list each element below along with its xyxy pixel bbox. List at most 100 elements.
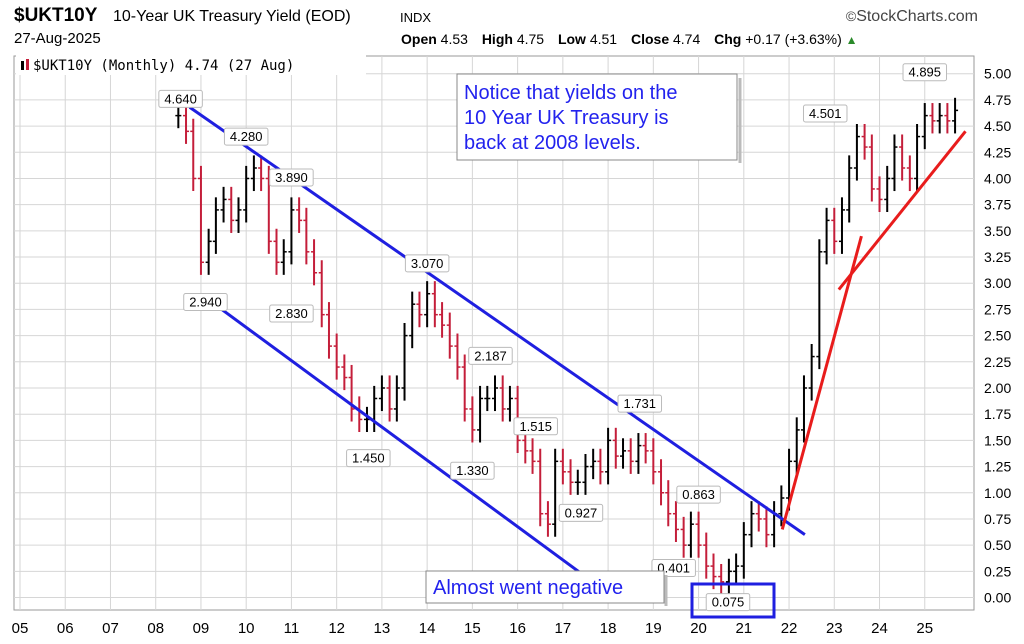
high-value: 4.75 [516,31,545,47]
brand-text: StockCharts.com [856,8,978,25]
y-tick-label: 3.50 [984,223,1011,239]
x-tick-label: 09 [193,620,210,637]
copyright-icon: © [845,8,857,24]
data-label: 2.187 [468,346,513,365]
data-label-box [183,293,228,312]
data-label-box [676,485,721,504]
data-label-text: 4.640 [164,91,197,106]
y-tick-label: 5.00 [984,66,1011,82]
chart-header: $UKT10Y 10-Year UK Treasury Yield (EOD) … [0,0,1024,56]
y-tick-label: 4.25 [984,144,1011,160]
y-tick-label: 2.00 [984,380,1011,396]
data-label-text: 1.731 [623,396,656,411]
x-tick-label: 14 [419,620,436,637]
data-label-box [902,63,948,82]
data-label-text: 1.515 [519,419,552,434]
y-tick-label: 1.00 [984,485,1011,501]
x-tick-label: 05 [12,620,29,637]
ohlc-readout: Open 4.53 High 4.75 Low 4.51 Close 4.74 … [401,31,858,47]
data-label-box [269,304,314,323]
chg-label: Chg [714,31,742,47]
data-label: 2.830 [269,304,314,323]
x-tick-label: 12 [328,620,345,637]
open-value: 4.53 [440,31,468,47]
data-label: 2.940 [183,293,228,312]
date-label: 27-Aug-2025 [14,30,101,47]
data-label-box [404,254,450,273]
data-label: 0.401 [651,559,696,578]
brand-label[interactable]: ©StockCharts.com [846,8,978,26]
data-label-text: 0.075 [712,595,745,610]
data-label-box [450,461,495,480]
annotation-text: back at 2008 levels. [464,132,641,154]
x-tick-label: 13 [374,620,391,637]
x-tick-label: 15 [464,620,481,637]
trend-line [837,130,967,291]
y-tick-label: 2.25 [984,354,1011,370]
x-tick-label: 07 [102,620,119,637]
data-label: 4.640 [158,89,203,108]
y-tick-label: 0.75 [984,511,1011,527]
y-tick-label: 4.00 [984,170,1011,186]
data-label: 3.070 [404,254,450,273]
x-tick-label: 18 [600,620,617,637]
low-value: 4.51 [589,31,618,47]
data-label-box [223,127,269,146]
data-label-text: 3.890 [275,170,308,185]
exchange-label: INDX [400,10,432,25]
highlight-box-low [690,582,776,619]
chg-value: +0.17 (+3.63%) [745,31,842,47]
y-tick-label: 2.75 [984,301,1011,317]
channel-line [202,294,587,578]
annotation-text-negative: Almost went negative [433,577,623,599]
data-label: 1.515 [513,417,558,436]
x-tick-label: 22 [781,620,798,637]
y-tick-label: 1.50 [984,432,1011,448]
y-tick-label: 0.25 [984,563,1011,579]
data-label-box [468,346,513,365]
data-label: 4.280 [223,127,269,146]
y-axis: 0.00 0.25 0.50 0.75 1.00 1.25 1.50 1.75 2.00 2.25… [984,66,1011,606]
data-label: 0.075 [705,593,751,612]
data-label: 0.927 [558,503,604,522]
low-label: Low [557,31,586,47]
point-labels: 4.640 4.280 3.890 2.940 2.830 3.070 2.187 1.450… [158,63,948,612]
y-tick-label: 4.75 [984,92,1011,108]
x-axis: 05 06 07 08 09 10 11 12 13 14 15 16 17 18 19 20 21 22 23 24… [12,620,933,637]
annotation-box [456,73,738,161]
data-label-box [346,449,391,468]
data-label-text: 1.450 [352,451,385,466]
y-tick-label: 0.00 [984,590,1011,606]
close-label: Close [630,31,670,47]
x-tick-label: 10 [238,620,255,637]
data-label: 1.731 [617,394,663,413]
y-tick-label: 3.25 [984,249,1011,265]
y-tick-label: 2.50 [984,328,1011,344]
annotations: Notice that yields on the 10 Year UK Trea… [425,73,776,619]
data-label: 1.330 [450,461,495,480]
data-label-text: 2.940 [189,295,222,310]
data-label-box [513,417,558,436]
data-label-text: 0.927 [565,505,598,520]
data-label: 4.501 [802,104,848,123]
legend-text: $UKT10Y (Monthly) 4.74 (27 Aug) [33,58,294,74]
annotation-text: 10 Year UK Treasury is [464,107,669,129]
high-label: High [481,31,513,47]
x-tick-label: 25 [916,620,933,637]
x-tick-label: 17 [555,620,572,637]
x-tick-label: 24 [871,620,888,637]
data-label-text: 4.280 [230,129,263,144]
y-tick-label: 1.75 [984,406,1011,422]
x-tick-label: 21 [735,620,752,637]
data-label: 4.895 [902,63,948,82]
data-label-text: 0.401 [657,561,690,576]
y-tick-label: 3.75 [984,197,1011,213]
x-tick-label: 16 [509,620,526,637]
data-label-text: 4.895 [908,65,941,80]
x-tick-label: 20 [690,620,707,637]
data-label: 0.863 [676,485,721,504]
annotation-text: Notice that yields on the [464,82,677,104]
data-label-text: 3.070 [411,256,444,271]
data-label-text: 4.501 [809,106,842,121]
